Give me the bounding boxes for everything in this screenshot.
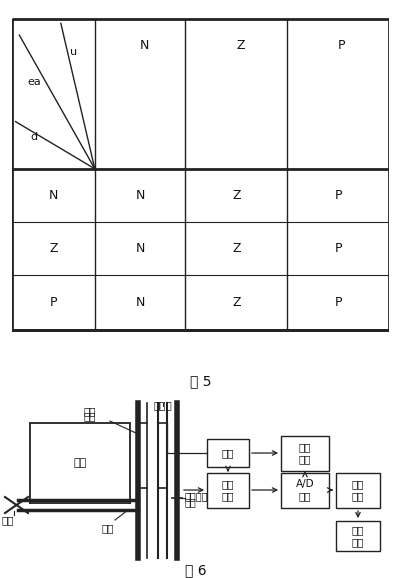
Text: Z: Z <box>236 39 245 52</box>
Bar <box>281 473 329 507</box>
Text: 双叉: 双叉 <box>84 406 96 416</box>
Text: N: N <box>135 242 145 255</box>
Text: 图 5: 图 5 <box>190 374 211 388</box>
Text: N: N <box>49 189 58 202</box>
Text: 图 6: 图 6 <box>185 563 207 577</box>
Text: d: d <box>31 132 38 142</box>
Text: N: N <box>140 39 149 52</box>
Text: P: P <box>334 189 342 202</box>
Text: Z: Z <box>232 189 241 202</box>
Text: 接口
电路: 接口 电路 <box>352 479 364 501</box>
Text: 挂板: 挂板 <box>185 497 197 507</box>
Text: 电源: 电源 <box>222 448 234 458</box>
Text: P: P <box>50 296 57 309</box>
Bar <box>207 473 249 507</box>
Text: P: P <box>334 242 342 255</box>
Text: 数字
显示: 数字 显示 <box>299 442 311 464</box>
Text: 货物: 货物 <box>73 458 86 468</box>
Text: Z: Z <box>232 242 241 255</box>
Text: 微处
理器: 微处 理器 <box>352 525 364 547</box>
Bar <box>207 439 249 467</box>
Text: A/D
转换: A/D 转换 <box>296 479 314 501</box>
Text: 前置
放大: 前置 放大 <box>222 479 234 501</box>
Text: P: P <box>334 296 342 309</box>
Text: 传感器: 传感器 <box>154 400 173 410</box>
Text: Z: Z <box>232 296 241 309</box>
Bar <box>336 473 380 507</box>
Bar <box>336 521 380 551</box>
Text: P: P <box>338 39 345 52</box>
Text: 叉根: 叉根 <box>102 523 114 533</box>
Text: N: N <box>135 189 145 202</box>
Text: 挂板: 挂板 <box>84 411 96 421</box>
Text: u: u <box>70 47 77 57</box>
Text: ea: ea <box>27 77 40 87</box>
Text: 叉车门架: 叉车门架 <box>185 491 209 501</box>
Text: N: N <box>135 296 145 309</box>
Text: Z: Z <box>49 242 57 255</box>
Bar <box>30 423 130 503</box>
Text: 叉尖: 叉尖 <box>2 515 15 525</box>
Bar <box>281 436 329 470</box>
